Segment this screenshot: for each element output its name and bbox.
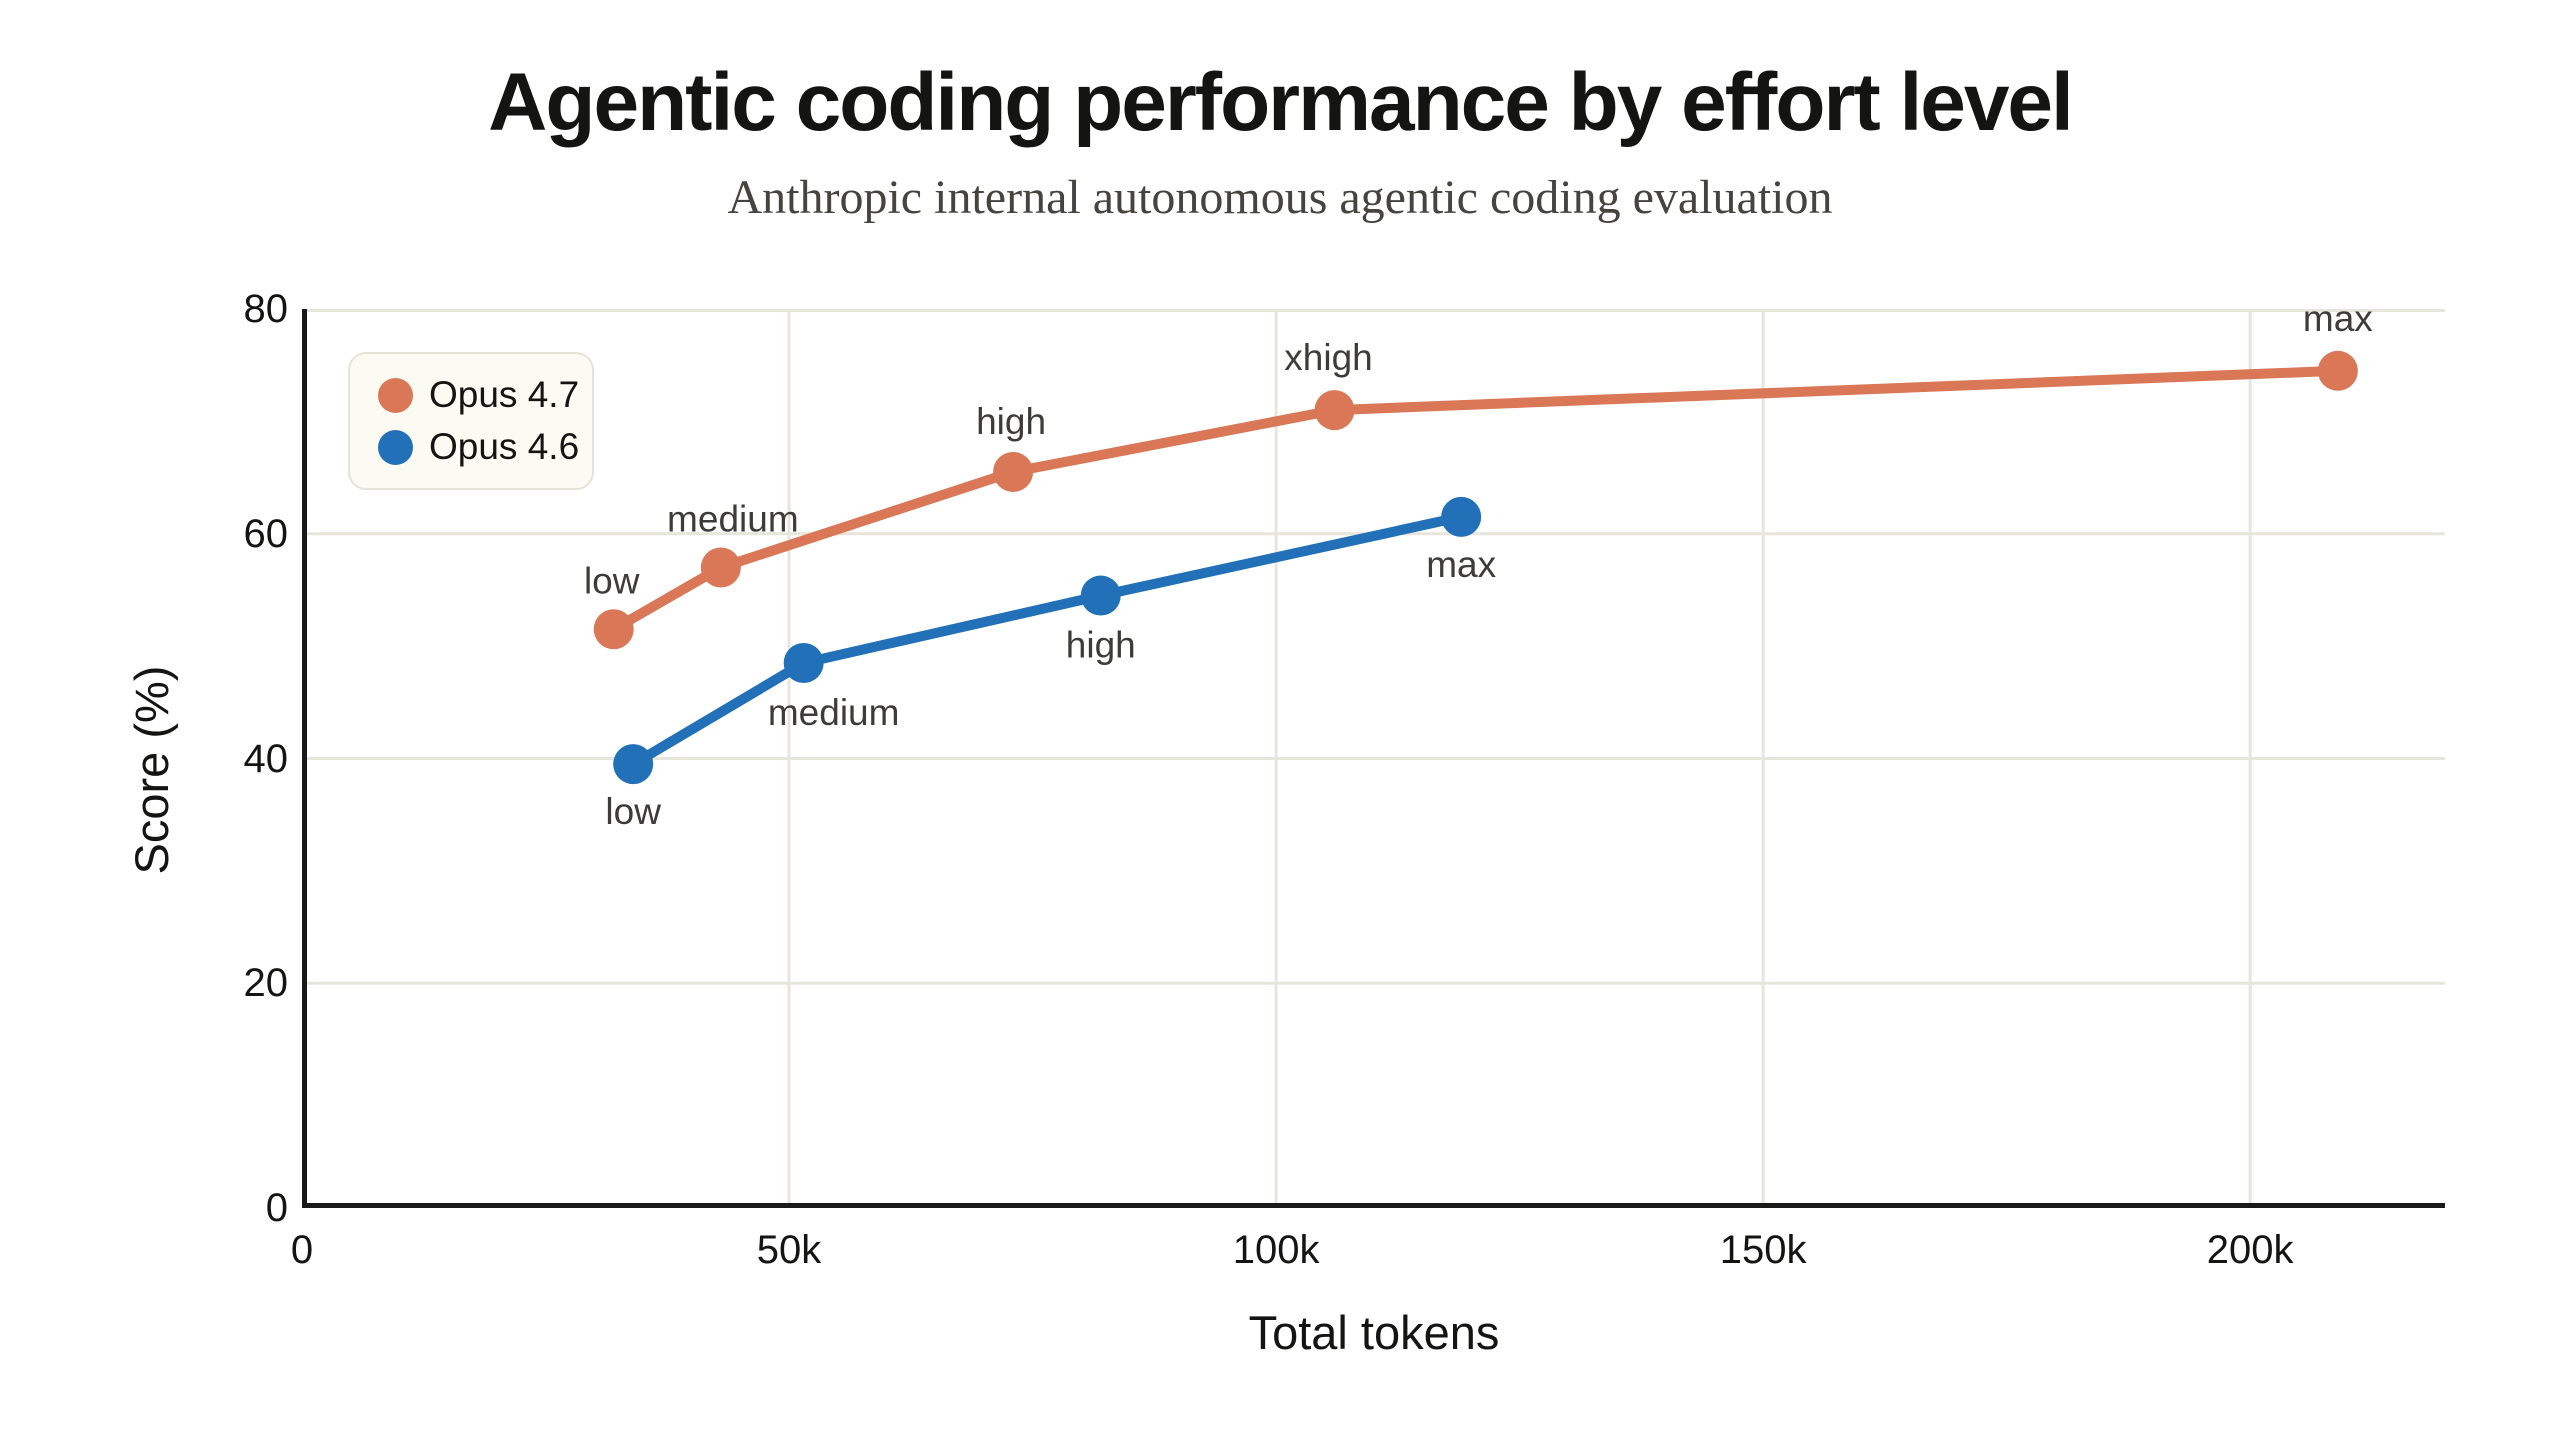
data-point-opus-4-7-medium — [700, 547, 741, 588]
data-point-opus-4-7-low — [593, 609, 634, 650]
data-point-opus-4-7-xhigh — [1314, 390, 1355, 431]
point-label-opus-4-7-high: high — [976, 401, 1046, 442]
legend-dot-opus-4-7-icon — [378, 377, 413, 413]
point-label-opus-4-7-max: max — [2303, 298, 2373, 339]
point-label-opus-4-6-high: high — [1066, 625, 1136, 666]
chart-subtitle: Anthropic internal autonomous agentic co… — [727, 171, 1833, 224]
point-label-opus-4-6-low: low — [605, 791, 661, 832]
data-point-opus-4-7-max — [2317, 350, 2358, 391]
x-tick-100k: 100k — [1232, 1228, 1320, 1272]
data-point-opus-4-7-high — [993, 451, 1034, 492]
x-tick-150k: 150k — [1719, 1228, 1807, 1272]
point-label-opus-4-7-xhigh: xhigh — [1284, 337, 1372, 378]
x-axis-title: Total tokens — [1248, 1306, 1500, 1359]
point-label-opus-4-7-low: low — [584, 560, 640, 601]
point-label-opus-4-6-max: max — [1426, 544, 1496, 585]
x-tick-0: 0 — [290, 1228, 314, 1272]
legend-label-opus-4-6: Opus 4.6 — [429, 426, 580, 467]
series-line-opus-4-6 — [628, 511, 1467, 770]
series-line-opus-4-7 — [608, 365, 2343, 635]
x-tick-200k: 200k — [2206, 1228, 2294, 1272]
point-label-opus-4-6-medium: medium — [768, 692, 900, 733]
point-label-opus-4-7-medium: medium — [667, 498, 799, 539]
data-point-opus-4-6-medium — [783, 642, 824, 683]
y-tick-0: 0 — [265, 1186, 288, 1230]
y-tick-20: 20 — [243, 961, 289, 1006]
legend-label-opus-4-7: Opus 4.7 — [429, 374, 580, 415]
legend-dot-opus-4-6-icon — [378, 429, 413, 465]
data-point-opus-4-6-low — [613, 744, 654, 785]
legend: Opus 4.7 Opus 4.6 — [348, 352, 594, 490]
data-point-opus-4-6-max — [1441, 496, 1482, 537]
chart-title: Agentic coding performance by effort lev… — [488, 57, 2074, 148]
chart-canvas: low medium high xhigh max low medium high max — [302, 298, 2445, 1208]
y-tick-40: 40 — [243, 736, 289, 781]
legend-item-opus-4-7: Opus 4.7 — [378, 375, 592, 415]
plot-area: low medium high xhigh max low medium high max — [302, 298, 2445, 1208]
x-tick-50k: 50k — [756, 1228, 822, 1272]
data-point-opus-4-6-high — [1080, 575, 1121, 616]
y-tick-80: 80 — [243, 287, 289, 331]
legend-item-opus-4-6: Opus 4.6 — [378, 427, 592, 467]
y-tick-60: 60 — [243, 511, 289, 556]
